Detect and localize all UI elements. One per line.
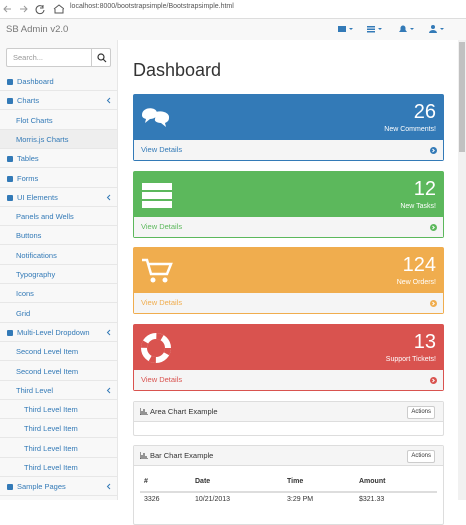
nav-label: Typography — [16, 270, 56, 279]
sidebar: Search... Dashboard Charts Flot Charts Morr… — [0, 40, 118, 500]
stat-value: 124 — [402, 254, 436, 277]
nav-label: Morris.js Charts — [16, 134, 69, 144]
navbar: SB Admin v2.0 — [0, 19, 466, 41]
nav-label: Second Level Item — [16, 347, 79, 357]
stat-label: Support Tickets! — [385, 356, 436, 364]
nav-label: Multi-Level Dropdown — [17, 327, 90, 337]
nav-item[interactable]: Multi-Level Dropdown — [0, 323, 117, 342]
nav-item[interactable]: Typography — [0, 265, 117, 284]
nav-item[interactable]: Third Level Item — [0, 458, 117, 477]
browser-nav-icons[interactable] — [2, 3, 64, 15]
nav-item[interactable]: Forms — [0, 169, 117, 188]
stat-label: New Tasks! — [400, 202, 436, 210]
panel-heading: 124 New Orders! — [134, 248, 443, 295]
url[interactable]: localhost:8000/bootstrapsimple/Bootstrap… — [70, 3, 234, 10]
nav-item[interactable]: Morris.js Charts — [0, 129, 117, 149]
panel-heading: Area Chart Example Actions — [134, 402, 443, 422]
table-header: # — [144, 478, 148, 485]
scrollbar[interactable] — [458, 40, 466, 500]
nav-item[interactable]: Sample Pages — [0, 477, 117, 497]
panel-heading: 12 New Tasks! — [134, 171, 443, 218]
browser-bar: localhost:8000/bootstrapsimple/Bootstrap… — [0, 0, 466, 19]
view-details-link[interactable]: View Details — [141, 375, 183, 385]
table-header: Time — [287, 478, 304, 485]
nav-item[interactable]: Third Level — [0, 381, 117, 400]
nav-label: Buttons — [16, 231, 42, 241]
table-header: Date — [195, 478, 211, 485]
stat-value: 12 — [413, 177, 436, 200]
brand[interactable]: SB Admin v2.0 — [6, 24, 69, 35]
nav-item[interactable]: Buttons — [0, 226, 117, 246]
nav-item[interactable]: Icons — [0, 284, 117, 304]
panel-title: Area Chart Example — [150, 407, 218, 416]
nav-label: Dashboard — [17, 77, 54, 86]
nav-label: Tables — [17, 154, 39, 164]
table-header: Amount — [359, 478, 386, 485]
nav-item[interactable]: Grid — [0, 304, 117, 323]
stat-value: 26 — [413, 101, 436, 123]
stat-label: New Orders! — [396, 279, 436, 287]
panel-footer[interactable]: View Details — [134, 140, 443, 160]
panel-icon — [142, 108, 170, 127]
actions-button[interactable]: Actions — [407, 450, 435, 463]
nav-label: Third Level Item — [24, 405, 78, 415]
stat-panel: 124 New Orders! View Details — [133, 247, 444, 315]
nav-label: Third Level Item — [24, 424, 78, 434]
nav-item[interactable]: Dashboard — [0, 72, 117, 91]
stat-panel: 13 Support Tickets! View Details — [133, 324, 444, 392]
stat-panel: 12 New Tasks! View Details — [133, 170, 444, 238]
nav-item[interactable]: Third Level Item — [0, 419, 117, 439]
nav-item[interactable]: Second Level Item — [0, 342, 117, 362]
page-title: Dashboard — [133, 60, 222, 80]
stat-panel: 26 New Comments! View Details — [133, 94, 444, 161]
nav-item[interactable]: Panels and Wells — [0, 207, 117, 227]
nav-item[interactable]: Second Level Item — [0, 362, 117, 381]
nav-item[interactable]: UI Elements — [0, 188, 117, 207]
nav-label: Third Level Item — [24, 443, 78, 453]
nav-label: Third Level Item — [24, 463, 78, 472]
stat-value: 13 — [413, 331, 436, 354]
panel-icon — [142, 259, 173, 283]
panel-footer[interactable]: View Details — [134, 370, 443, 391]
panel-icon — [142, 182, 172, 208]
nav-item[interactable]: Charts — [0, 91, 117, 111]
chart-panel: Bar Chart Example Actions # Date Time Amount 3… — [133, 445, 444, 525]
nav-label: Flot Charts — [16, 115, 53, 125]
nav-item[interactable]: Notifications — [0, 246, 117, 265]
nav-label: Sample Pages — [17, 482, 66, 492]
actions-button[interactable]: Actions — [407, 406, 435, 419]
nav-item[interactable]: Tables — [0, 149, 117, 169]
panel-heading: 13 Support Tickets! — [134, 325, 443, 372]
nav-item[interactable]: Third Level Item — [0, 439, 117, 458]
panel-heading: Bar Chart Example Actions — [134, 446, 443, 466]
chart-panel: Area Chart Example Actions — [133, 401, 444, 436]
view-details-link[interactable]: View Details — [141, 145, 183, 154]
view-details-link[interactable]: View Details — [141, 298, 183, 308]
table-rule — [140, 491, 437, 493]
nav-item[interactable]: Third Level Item — [0, 400, 117, 420]
nav-item[interactable]: Flot Charts — [0, 111, 117, 130]
panel-heading: 26 New Comments! — [134, 95, 443, 141]
search-box[interactable]: Search... — [6, 48, 111, 67]
nav-label: UI Elements — [17, 192, 58, 202]
panel-footer[interactable]: View Details — [134, 293, 443, 314]
nav-label: Notifications — [16, 250, 57, 260]
nav-label: Charts — [17, 96, 40, 106]
nav-label: Third Level — [16, 385, 54, 395]
nav-label: Icons — [16, 289, 34, 299]
navbar-icons[interactable] — [336, 24, 448, 34]
search-button[interactable] — [91, 49, 112, 66]
panel-icon — [141, 333, 171, 364]
main: Dashboard 26 New Comments! View Details 12 N… — [118, 40, 458, 525]
stat-label: New Comments! — [384, 126, 436, 133]
nav-label: Forms — [17, 173, 39, 183]
nav-label: Panels and Wells — [16, 212, 74, 222]
view-details-link[interactable]: View Details — [141, 221, 183, 231]
nav-label: Second Level Item — [16, 366, 79, 376]
panel-footer[interactable]: View Details — [134, 216, 443, 237]
nav-label: Grid — [16, 308, 31, 318]
search-input[interactable]: Search... — [13, 53, 44, 62]
panel-title: Bar Chart Example — [150, 451, 214, 460]
